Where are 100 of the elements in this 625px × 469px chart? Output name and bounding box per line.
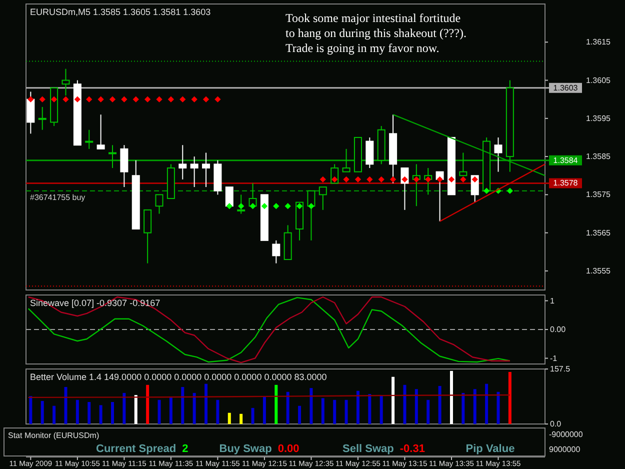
ref-line-label: 1.3603: [553, 83, 578, 92]
point: [506, 188, 513, 194]
bar: [333, 400, 336, 424]
point: [62, 96, 69, 102]
text: 0.00: [278, 443, 300, 455]
point: [402, 176, 408, 182]
point: [296, 203, 303, 210]
candlestick: [96, 114, 105, 150]
bar: [380, 395, 383, 424]
bar: [392, 376, 395, 424]
text: Stat Monitor (EURUSDm): [8, 431, 100, 440]
bar: [286, 392, 290, 424]
candlestick: [120, 144, 128, 188]
category-label: Buy Swap: [219, 443, 272, 455]
point: [109, 96, 116, 102]
y-tick-label: 1: [550, 296, 555, 306]
point: [28, 96, 34, 102]
candlestick: [307, 190, 316, 241]
bar: [29, 396, 32, 424]
bar: [40, 400, 44, 424]
candlestick: [62, 68, 70, 96]
bar: [438, 386, 442, 424]
point: [308, 203, 314, 210]
category-label: Current Spread: [96, 443, 176, 455]
bar: [344, 400, 348, 424]
point: [214, 96, 221, 102]
point: [413, 176, 420, 182]
chart-title: EURUSDm,M5 1.3585 1.3605 1.3581 1.3603: [30, 7, 211, 17]
bar: [426, 400, 430, 424]
ref-line-label: #36741755 buy: [30, 192, 86, 202]
candlestick: [366, 136, 374, 168]
point: [202, 96, 210, 102]
bar: [216, 400, 220, 424]
candlestick: [85, 129, 94, 150]
candlestick: [26, 91, 35, 134]
point: [74, 96, 80, 102]
point: [191, 96, 198, 102]
y-tick-label: 1.3555: [586, 266, 612, 276]
y-tick-label: 1.3585: [586, 152, 612, 162]
bar: [356, 390, 360, 424]
point: [121, 96, 128, 102]
bar: [169, 397, 172, 424]
point: [144, 96, 151, 102]
y-tick-label: 1.3615: [586, 38, 612, 47]
point: [436, 176, 443, 182]
point: [238, 203, 244, 210]
y-tick-label: 1.3575: [586, 190, 612, 200]
point: [366, 176, 373, 182]
chart-title: Better Volume 1.4 149.0000 0.0000 0.0000 0.0000 0.0000 0.0000 83.0000: [30, 372, 327, 382]
candlestick: [38, 106, 46, 130]
y-tick-label: 1.3565: [586, 228, 612, 238]
y-tick-label: 0.00: [550, 325, 566, 334]
candlestick: [178, 144, 187, 180]
bar: [251, 408, 254, 424]
text: 2: [182, 443, 188, 455]
candlestick: [237, 194, 246, 214]
candlestick: [459, 152, 468, 176]
bar: [88, 402, 91, 424]
point: [50, 96, 58, 102]
point: [273, 203, 280, 210]
text: 9000000: [549, 445, 581, 454]
point: [132, 96, 139, 102]
candlestick: [108, 144, 116, 168]
point: [168, 96, 174, 102]
bar: [473, 389, 476, 424]
y-tick-label: 1.3595: [586, 114, 612, 123]
bar: [462, 392, 465, 424]
category-label: Pip Value: [466, 443, 515, 455]
point: [460, 176, 466, 182]
text: -0.31: [400, 443, 425, 455]
bar: [99, 405, 102, 424]
point: [284, 203, 291, 210]
point: [180, 96, 186, 102]
bar: [76, 400, 79, 424]
point: [98, 96, 104, 102]
candlestick: [190, 156, 198, 188]
point: [261, 203, 268, 210]
point: [425, 176, 432, 182]
bar: [240, 414, 243, 424]
y-tick-label: 0.0: [550, 420, 562, 428]
point: [378, 176, 384, 182]
y-tick-label: 1.3605: [586, 76, 612, 85]
bar: [485, 384, 488, 424]
bar: [204, 384, 208, 424]
point: [86, 96, 92, 102]
point: [156, 96, 162, 102]
point: [483, 188, 490, 194]
bar: [496, 392, 500, 424]
candlestick: [144, 209, 152, 264]
point: [250, 203, 256, 210]
bar: [298, 406, 302, 424]
category-label: Sell Swap: [342, 443, 394, 455]
point: [343, 176, 350, 182]
bar: [52, 406, 56, 424]
bar: [64, 386, 68, 424]
annotation: Took some major intestinal fortitude to hang on during this shakeout (???). Trade is going in my favor now.: [286, 11, 466, 55]
bar: [321, 398, 324, 424]
bar: [134, 395, 138, 424]
candlestick: [155, 194, 164, 214]
point: [226, 203, 232, 210]
